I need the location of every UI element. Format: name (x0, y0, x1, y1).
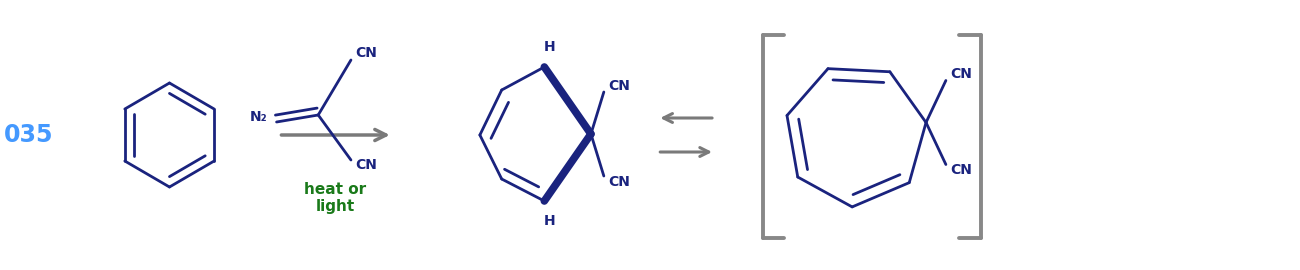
Text: CN: CN (950, 68, 971, 82)
Text: CN: CN (950, 164, 971, 177)
Text: H: H (543, 40, 555, 54)
Text: heat or
light: heat or light (304, 182, 367, 214)
Text: N₂: N₂ (250, 110, 268, 124)
Text: H: H (543, 214, 555, 228)
Text: 035: 035 (4, 123, 53, 147)
Text: CN: CN (608, 175, 629, 189)
Text: CN: CN (355, 46, 377, 60)
Text: CN: CN (608, 79, 629, 93)
Text: CN: CN (355, 158, 377, 172)
